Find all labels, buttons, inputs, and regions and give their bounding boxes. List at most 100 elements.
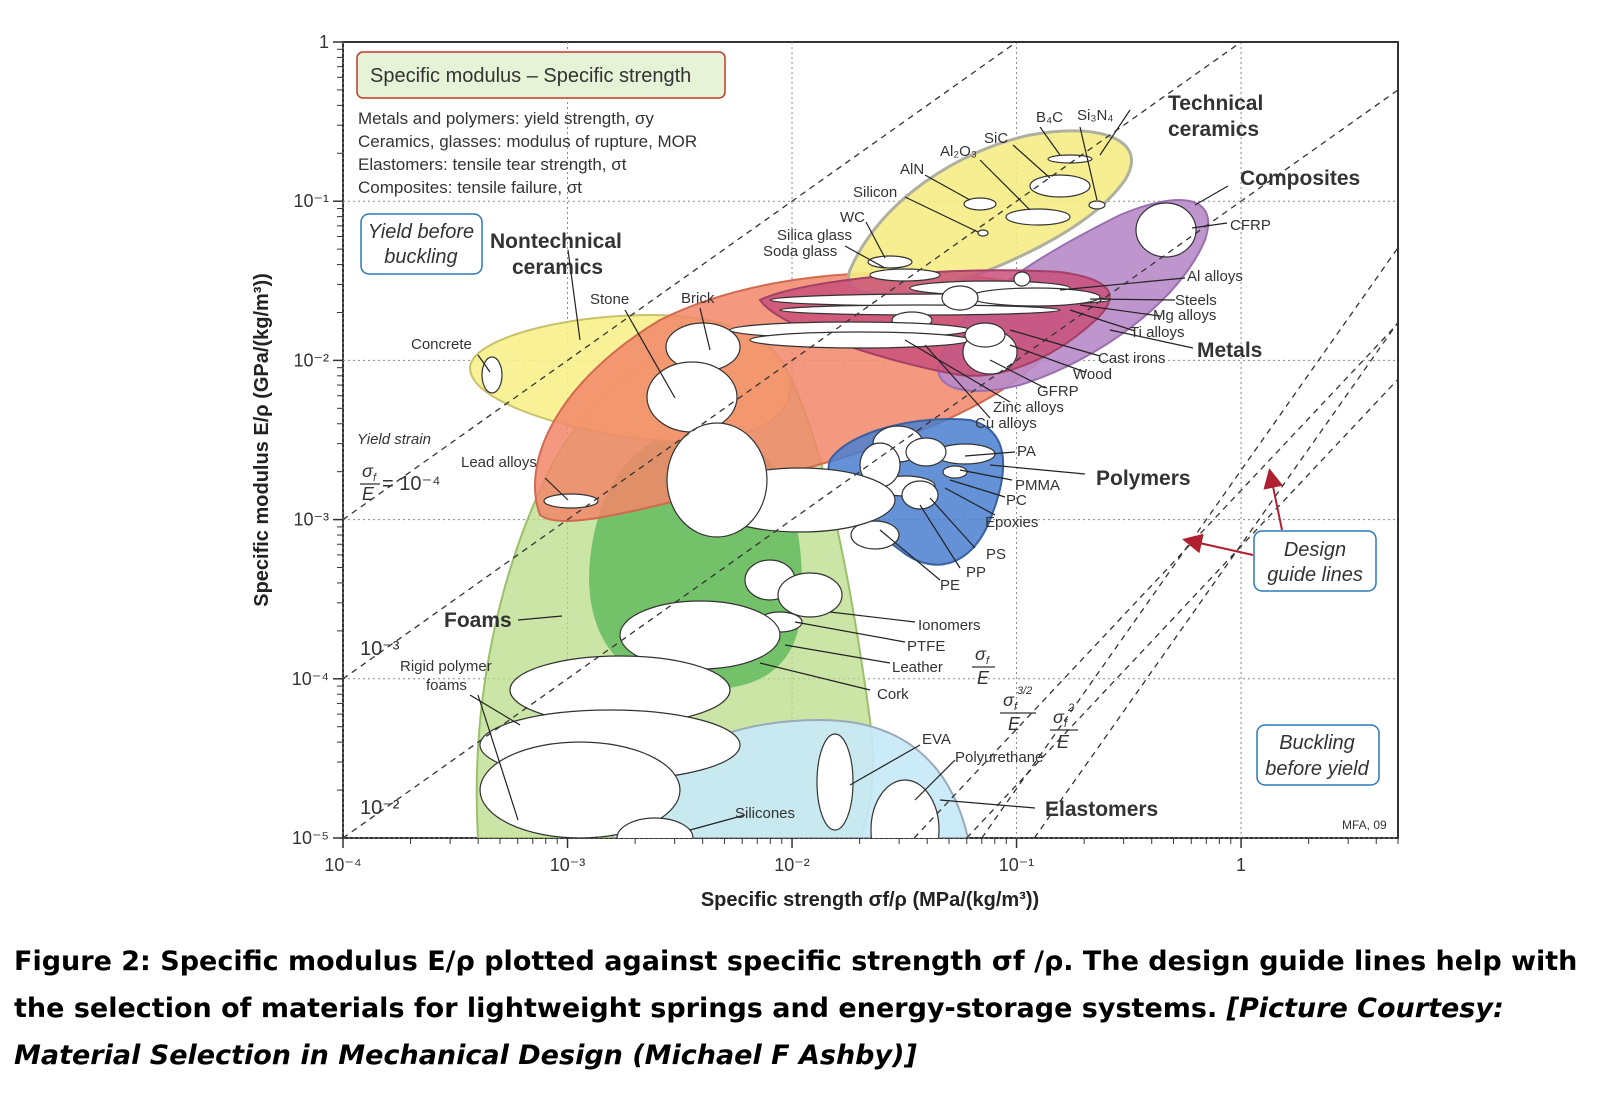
label-ptfe: PTFE <box>907 638 945 655</box>
svg-text:σ: σ <box>362 461 374 481</box>
label-cfrp: CFRP <box>1230 217 1271 234</box>
caption-courtesy: [Picture Courtesy: Material Selection in… <box>14 993 1504 1071</box>
bubble-silicon <box>977 229 989 237</box>
label-tech-ceramics-1: Technical <box>1168 92 1263 115</box>
svg-text:f: f <box>1014 701 1018 713</box>
caption-main: Figure 2: Specific modulus E/ρ plotted a… <box>14 946 1578 1024</box>
svg-text:3/2: 3/2 <box>1017 685 1032 697</box>
label-metals: Metals <box>1197 339 1262 362</box>
label-zinc: Zinc alloys <box>993 399 1064 416</box>
label-pmma: PMMA <box>1015 477 1060 494</box>
label-concrete: Concrete <box>411 336 472 353</box>
bubble-si3n4 <box>1088 200 1106 210</box>
x-tick-label: 10⁻³ <box>550 855 586 875</box>
bubble-pu <box>870 779 940 838</box>
x-tick-label: 10⁻¹ <box>999 855 1035 875</box>
label-pu: Polyurethane <box>955 749 1043 766</box>
y-tick-label: 10⁻² <box>293 350 329 370</box>
guide-arrow-1 <box>1263 468 1284 531</box>
y-tick-label: 10⁻⁴ <box>292 669 329 689</box>
svg-text:f: f <box>373 472 377 484</box>
label-ti: Ti alloys <box>1130 324 1184 341</box>
label-lead: Lead alloys <box>461 454 537 471</box>
label-stone: Stone <box>590 291 629 308</box>
bubble-sic <box>1029 174 1091 198</box>
bubble-cfrp <box>1135 202 1197 258</box>
label-al: Al alloys <box>1187 268 1243 285</box>
buckle-line2: before yield <box>1265 758 1369 780</box>
note-composites: Composites: tensile failure, σt <box>358 178 582 197</box>
label-pc: PC <box>1006 492 1027 509</box>
svg-text:σ: σ <box>1003 690 1015 710</box>
x-tick-label: 10⁻² <box>774 855 810 875</box>
label-rigid2: foams <box>426 677 467 694</box>
bubble-b4c <box>1047 154 1093 164</box>
y-tick-label: 10⁻¹ <box>293 191 329 211</box>
ratio-1e-2: 10⁻² <box>360 797 400 819</box>
credit-label: MFA, 09 <box>1342 818 1387 832</box>
material-labels: B₄C Si₃N₄ SiC Al₂O₃ AlN Silicon WC Silic… <box>400 107 1387 832</box>
guide-line-steep <box>913 322 1398 838</box>
y-tick-label: 10⁻³ <box>293 510 329 530</box>
bubble-concrete <box>481 356 503 394</box>
bubble-silicones <box>616 817 694 838</box>
material-bubbles <box>479 154 1197 838</box>
svg-text:σ: σ <box>975 644 987 664</box>
yield-box <box>360 213 483 275</box>
guide-line1: Design <box>1284 539 1346 561</box>
label-si3n4: Si₃N₄ <box>1077 107 1113 124</box>
label-nontech-1: Nontechnical <box>490 230 622 253</box>
chart: Specific modulus – Specific strength Met… <box>251 32 1399 911</box>
bubble-ti <box>969 287 1101 307</box>
label-ionomers: Ionomers <box>918 617 981 634</box>
label-polymers: Polymers <box>1096 467 1191 490</box>
label-composites: Composites <box>1240 167 1360 190</box>
svg-text:E: E <box>1057 732 1070 752</box>
family-labels: Technical ceramics Composites Metals Non… <box>444 92 1360 821</box>
bubble-polymer2 <box>905 437 947 467</box>
svg-text:2: 2 <box>1067 702 1074 714</box>
bubble-eva <box>816 733 854 831</box>
label-steels: Steels <box>1175 292 1217 309</box>
guide-line2: guide lines <box>1267 564 1363 586</box>
svg-text:f: f <box>986 655 990 667</box>
buckle-box <box>1256 724 1380 786</box>
x-tick-label: 1 <box>1236 855 1246 875</box>
bubble-rigid2 <box>479 741 681 838</box>
label-gfrp: GFRP <box>1037 383 1079 400</box>
axes: 10⁻⁴ 10⁻³ 10⁻² 10⁻¹ 1 10⁻⁵ 10⁻⁴ 10⁻³ 10⁻² 10⁻¹ 1 <box>292 32 1399 875</box>
y-axis-label: Specific modulus E/ρ (GPa/(kg/m³)) <box>251 273 273 607</box>
design-guide-lines <box>343 42 1398 838</box>
yield-line1: Yield before <box>368 221 474 243</box>
label-silicones: Silicones <box>735 805 795 822</box>
leader-lines <box>469 109 1229 831</box>
label-epoxies: Epoxies <box>985 514 1038 531</box>
figure-caption: Figure 2: Specific modulus E/ρ plotted a… <box>14 938 1596 1079</box>
note-ceramics: Ceramics, glasses: modulus of rupture, M… <box>358 132 697 151</box>
guide-line-steep <box>1033 321 1398 838</box>
bubble-al2o3 <box>1005 208 1071 226</box>
bubble-cu <box>749 331 971 349</box>
label-wc: WC <box>840 209 865 226</box>
label-rigid1: Rigid polymer <box>400 658 492 675</box>
title-box <box>356 51 726 99</box>
bubble-ionomer2 <box>777 572 843 618</box>
label-aln: AlN <box>900 161 924 178</box>
label-pp: PP <box>966 564 986 581</box>
label-nontech-2: ceramics <box>512 256 603 279</box>
note-elastomers: Elastomers: tensile tear strength, σt <box>358 155 627 174</box>
guide-arrow-2 <box>1182 533 1254 556</box>
bubble-foam-big <box>666 422 768 538</box>
label-leather: Leather <box>892 659 943 676</box>
guide-line-steep <box>981 246 1398 838</box>
label-elastomers: Elastomers <box>1045 798 1158 821</box>
bubble-lead <box>543 493 599 509</box>
ratio-1e-3: 10⁻³ <box>360 638 400 660</box>
label-pa: PA <box>1017 443 1036 460</box>
label-wood: Wood <box>1073 366 1112 383</box>
label-mg: Mg alloys <box>1153 307 1216 324</box>
label-silica: Silica glass <box>777 227 852 244</box>
